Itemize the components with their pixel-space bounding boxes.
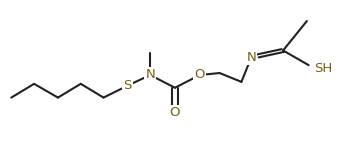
Text: N: N — [145, 69, 155, 81]
Text: SH: SH — [314, 62, 332, 75]
Text: N: N — [246, 51, 256, 64]
Text: O: O — [170, 106, 180, 119]
Text: O: O — [194, 69, 205, 81]
Text: S: S — [123, 79, 132, 92]
